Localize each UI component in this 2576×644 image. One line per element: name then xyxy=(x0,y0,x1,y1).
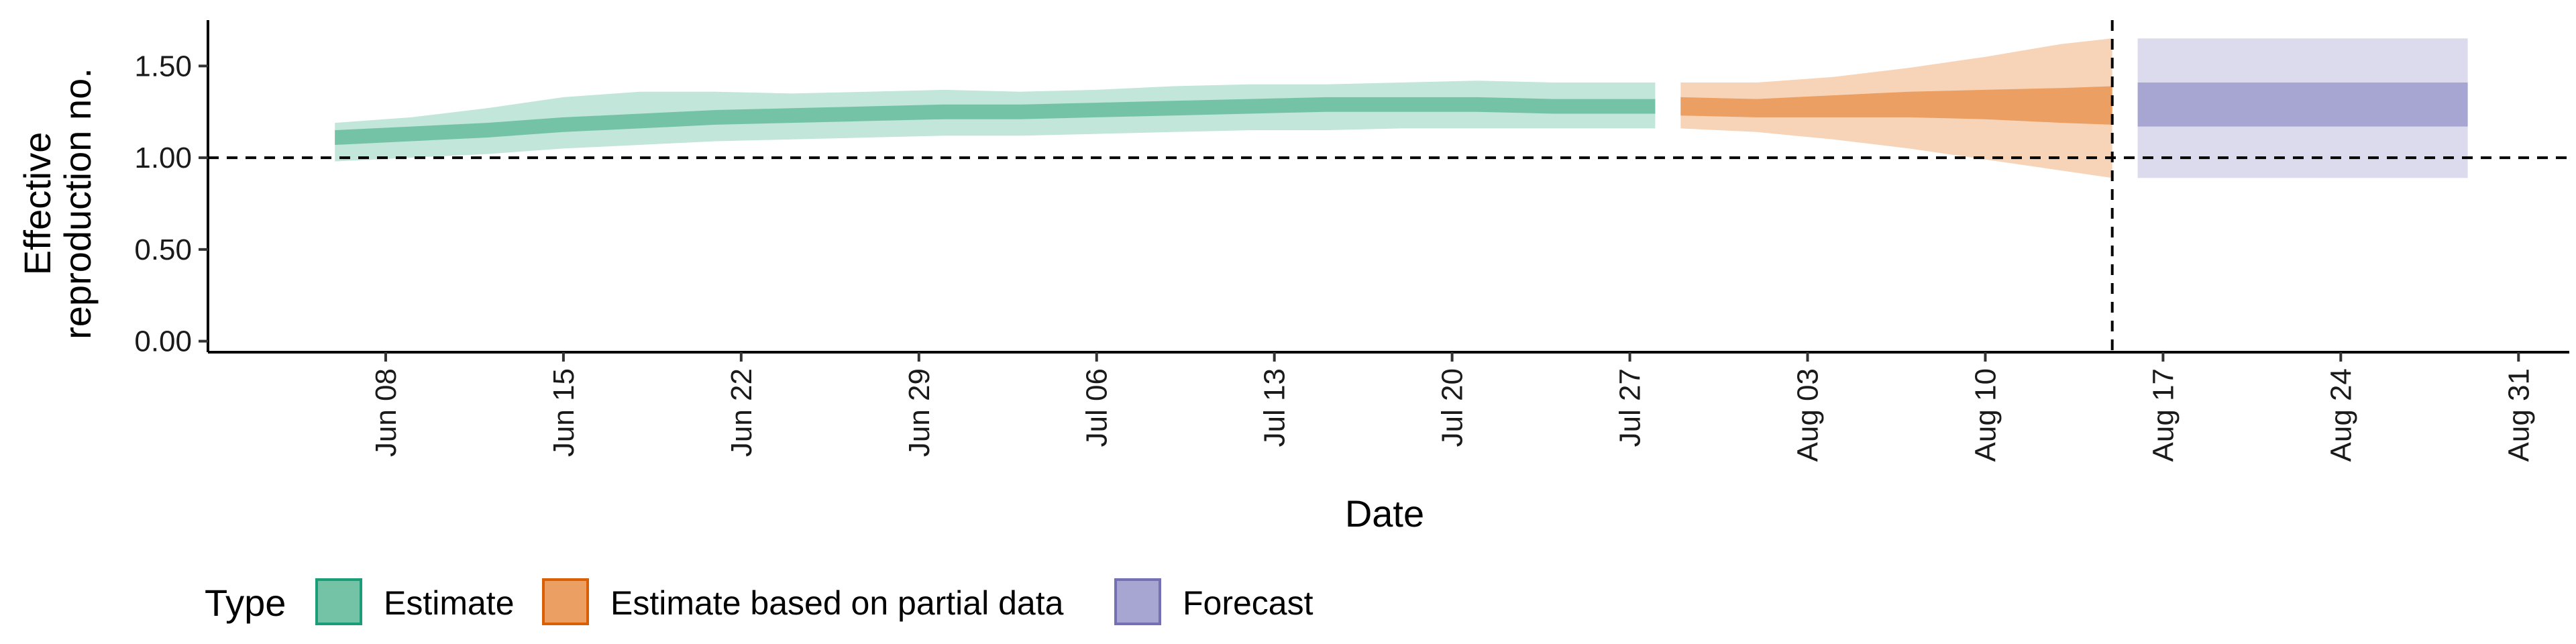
x-tick-label: Jun 29 xyxy=(903,368,936,457)
x-tick-label: Aug 03 xyxy=(1792,368,1825,462)
x-tick-label: Aug 17 xyxy=(2147,368,2180,462)
legend-title: Type xyxy=(205,582,286,624)
legend-key-estimate-based-on-partial-data xyxy=(542,578,589,625)
legend-key-estimate xyxy=(315,578,362,625)
y-tick-label: 1.50 xyxy=(134,50,192,83)
x-tick-label: Jun 08 xyxy=(370,368,402,457)
x-tick-label: Jul 13 xyxy=(1258,368,1291,447)
legend-label-forecast: Forecast xyxy=(1183,584,1313,622)
legend-label-estimate-based-on-partial-data: Estimate based on partial data xyxy=(610,584,1064,622)
y-ticks: 0.00 0.50 1.00 1.50 xyxy=(134,50,208,358)
band-inner-forecast xyxy=(2137,83,2468,127)
x-tick-label: Jun 15 xyxy=(547,368,580,457)
x-tick-label: Aug 31 xyxy=(2502,368,2535,462)
x-axis-title: Date xyxy=(1345,492,1424,535)
x-tick-label: Jun 22 xyxy=(725,368,758,457)
y-tick-label: 0.50 xyxy=(134,233,192,266)
x-tick-label: Aug 10 xyxy=(1970,368,2002,462)
x-ticks: Jun 08 Jun 15 Jun 22 Jun 29 Jul 06 Jul 13 Jul … xyxy=(370,352,2535,462)
series-bands xyxy=(335,38,2468,178)
x-tick-label: Jul 27 xyxy=(1614,368,1647,447)
y-tick-label: 1.00 xyxy=(134,142,192,174)
y-axis-title-line: reproduction no. xyxy=(56,68,99,339)
legend: Type Estimate Estimate based on partial da… xyxy=(205,578,1313,625)
legend-key-forecast xyxy=(1114,578,1161,625)
axes xyxy=(207,20,2569,354)
x-tick-label: Jul 06 xyxy=(1081,368,1114,447)
legend-label-estimate: Estimate xyxy=(384,584,515,622)
band-inner-estimate-based-on-partial-data xyxy=(1680,86,2112,125)
y-axis-title-line: Effective xyxy=(16,132,58,276)
x-tick-label: Jul 20 xyxy=(1436,368,1469,447)
y-tick-label: 0.00 xyxy=(134,325,192,358)
band-inner-estimate xyxy=(335,97,1656,145)
x-tick-label: Aug 24 xyxy=(2324,368,2357,462)
